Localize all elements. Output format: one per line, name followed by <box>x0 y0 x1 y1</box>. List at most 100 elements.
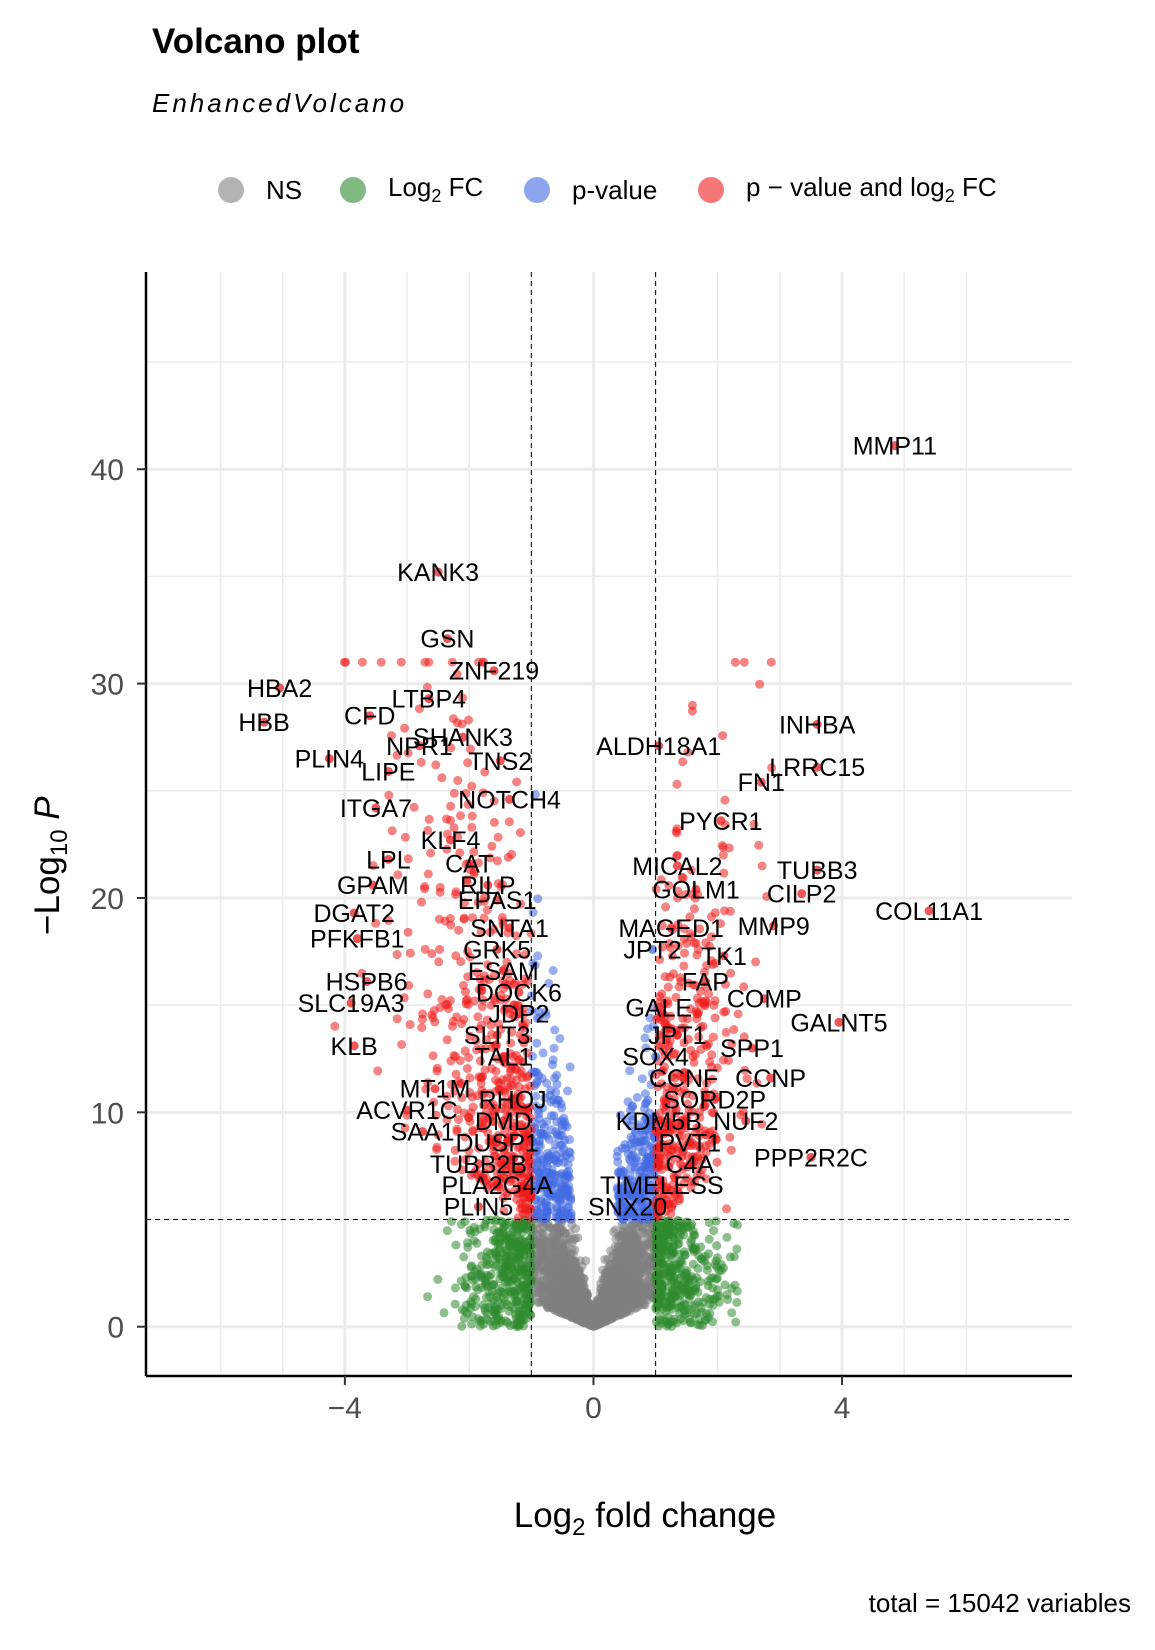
gene-label-cfd: CFD <box>344 703 395 731</box>
point-both <box>446 801 456 811</box>
point-p <box>560 1175 570 1185</box>
point-ns <box>571 1311 581 1321</box>
point-fc <box>669 1225 679 1235</box>
point-ns <box>621 1307 631 1317</box>
point-p <box>534 1006 544 1016</box>
gene-label-tal1: TAL1 <box>474 1044 532 1072</box>
point-both <box>754 840 764 850</box>
gene-label-pfkfb1: PFKFB1 <box>310 926 404 954</box>
point-fc <box>526 1310 536 1320</box>
point-fc <box>709 1226 718 1236</box>
point-both <box>434 914 444 924</box>
point-ns <box>536 1283 546 1293</box>
point-fc <box>498 1218 508 1228</box>
point-fc <box>725 1252 735 1262</box>
point-both <box>506 1074 516 1084</box>
point-fc <box>704 1218 714 1228</box>
point-both <box>435 882 445 892</box>
point-fc <box>433 1274 443 1284</box>
gene-label-gsn: GSN <box>420 626 474 654</box>
point-both <box>689 904 699 914</box>
chart-subtitle: EnhancedVolcano <box>152 88 408 118</box>
gene-label-plin5: PLIN5 <box>444 1194 513 1222</box>
point-fc <box>439 1308 449 1318</box>
point-both <box>687 700 697 710</box>
gene-label-lpl: LPL <box>366 846 411 874</box>
point-fc <box>516 1244 526 1254</box>
point-fc <box>461 1300 471 1310</box>
gene-label-pycr1: PYCR1 <box>679 808 762 836</box>
gene-label-epas1: EPAS1 <box>458 887 537 915</box>
point-ns <box>625 1276 634 1286</box>
point-ns <box>543 1260 553 1270</box>
point-fc <box>693 1264 703 1273</box>
point-ns <box>630 1254 640 1264</box>
point-ns <box>534 1298 543 1308</box>
point-fc <box>732 1297 742 1307</box>
point-ns <box>555 1264 565 1274</box>
point-ns <box>601 1310 611 1320</box>
point-both <box>700 1000 710 1010</box>
point-both <box>451 951 461 961</box>
point-both <box>461 996 471 1005</box>
point-fc <box>703 1281 713 1290</box>
point-fc <box>700 1252 710 1262</box>
point-ns <box>639 1277 649 1287</box>
point-fc <box>497 1283 507 1293</box>
gene-label-jpt2: JPT2 <box>623 936 681 964</box>
point-fc <box>654 1302 664 1312</box>
point-fc <box>469 1236 479 1246</box>
point-fc <box>475 1269 485 1279</box>
point-fc <box>733 1220 742 1230</box>
point-ns <box>643 1240 653 1249</box>
point-ns <box>636 1240 645 1250</box>
point-p <box>641 1043 651 1053</box>
legend-item-pvalue: p-value <box>524 170 657 210</box>
point-fc <box>475 1321 485 1331</box>
legend-dot-pvalue <box>524 177 550 203</box>
point-both <box>400 723 410 733</box>
point-fc <box>712 1253 722 1263</box>
point-fc <box>693 1320 703 1329</box>
gene-label-dgat2: DGAT2 <box>313 900 395 928</box>
point-both <box>403 927 413 937</box>
point-ns <box>579 1274 589 1284</box>
point-fc <box>684 1277 694 1287</box>
y-tick-label: 40 <box>91 454 124 487</box>
point-both <box>446 1056 456 1066</box>
point-fc <box>704 1234 714 1244</box>
point-fc <box>657 1222 667 1232</box>
point-both <box>417 897 426 907</box>
point-p <box>539 1122 549 1132</box>
point-p <box>637 1074 647 1084</box>
point-fc <box>485 1292 495 1302</box>
x-tick-label: −4 <box>328 1392 362 1425</box>
point-fc <box>677 1287 687 1297</box>
point-p <box>630 1158 640 1168</box>
legend-item-both: p − value and log2 FC <box>698 170 997 210</box>
point-ns <box>629 1227 639 1237</box>
point-both <box>420 882 430 891</box>
point-fc <box>682 1222 691 1232</box>
point-both <box>442 814 451 824</box>
point-ns <box>557 1252 567 1262</box>
point-fc <box>463 1242 473 1252</box>
point-fc <box>690 1230 700 1240</box>
point-both <box>330 1021 340 1031</box>
gene-label-itga7: ITGA7 <box>340 795 412 823</box>
point-p <box>533 894 543 904</box>
point-both <box>755 679 765 689</box>
point-p <box>549 1043 559 1053</box>
point-ns <box>569 1297 579 1307</box>
point-p <box>625 1066 635 1076</box>
y-tick-label: 20 <box>91 883 124 916</box>
point-p <box>532 1067 542 1077</box>
point-both <box>458 980 468 990</box>
point-fc <box>672 1318 682 1328</box>
point-both <box>667 1203 676 1213</box>
gene-label-plin4: PLIN4 <box>295 746 365 774</box>
point-fc <box>714 1297 724 1307</box>
gene-label-slc19a3: SLC19A3 <box>298 990 405 1018</box>
gene-label-fap: FAP <box>682 969 729 997</box>
